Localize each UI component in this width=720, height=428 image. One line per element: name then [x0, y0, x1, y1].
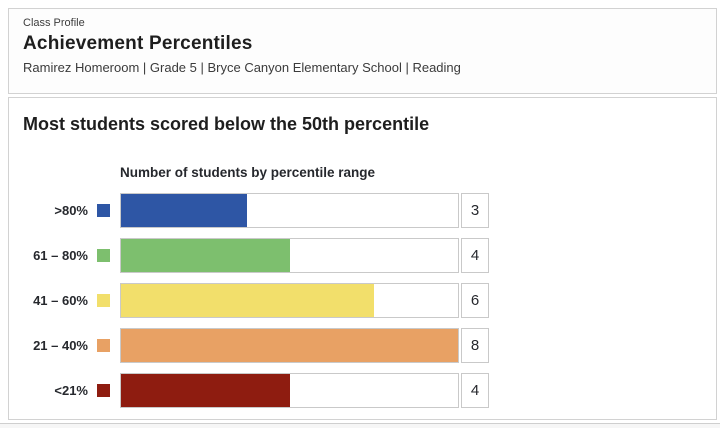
- bar: [121, 374, 290, 407]
- percentile-range-label: 61 – 80%: [33, 248, 88, 263]
- legend-swatch: [97, 204, 110, 217]
- chart-row: >80% 3: [23, 193, 702, 228]
- value-box: 3: [461, 193, 489, 228]
- report-header-card: Class Profile Achievement Percentiles Ra…: [8, 8, 717, 94]
- bar: [121, 194, 248, 227]
- value-box: 4: [461, 373, 489, 408]
- insight-headline: Most students scored below the 50th perc…: [23, 114, 430, 134]
- page-title: Achievement Percentiles: [23, 33, 253, 54]
- percentile-bar-chart: Number of students by percentile range >…: [23, 165, 702, 408]
- percentile-range-label: 41 – 60%: [33, 293, 88, 308]
- value-box: 6: [461, 283, 489, 318]
- value-box: 4: [461, 238, 489, 273]
- report-context-breadcrumb: Ramirez Homeroom | Grade 5 | Bryce Canyo…: [23, 60, 461, 75]
- report-type-label: Class Profile: [23, 17, 85, 29]
- chart-row: <21% 4: [23, 373, 702, 408]
- percentile-range-label: >80%: [54, 203, 88, 218]
- next-section-edge: [0, 423, 720, 428]
- chart-title: Number of students by percentile range: [120, 165, 376, 180]
- percentile-range-label: 21 – 40%: [33, 338, 88, 353]
- bar: [121, 284, 374, 317]
- chart-row: 41 – 60% 6: [23, 283, 702, 318]
- chart-row: 61 – 80% 4: [23, 238, 702, 273]
- bar-track: [120, 193, 459, 228]
- legend-swatch: [97, 249, 110, 262]
- value-box: 8: [461, 328, 489, 363]
- chart-card: Most students scored below the 50th perc…: [8, 97, 717, 420]
- chart-rows: >80% 3 61 – 80% 4 41 – 60% 6 21 – 40% 8 <21% 4: [23, 193, 702, 408]
- bar: [121, 239, 290, 272]
- bar-track: [120, 238, 459, 273]
- legend-swatch: [97, 384, 110, 397]
- bar-track: [120, 373, 459, 408]
- legend-swatch: [97, 294, 110, 307]
- chart-row: 21 – 40% 8: [23, 328, 702, 363]
- bar: [121, 329, 458, 362]
- bar-track: [120, 283, 459, 318]
- bar-track: [120, 328, 459, 363]
- percentile-range-label: <21%: [54, 383, 88, 398]
- legend-swatch: [97, 339, 110, 352]
